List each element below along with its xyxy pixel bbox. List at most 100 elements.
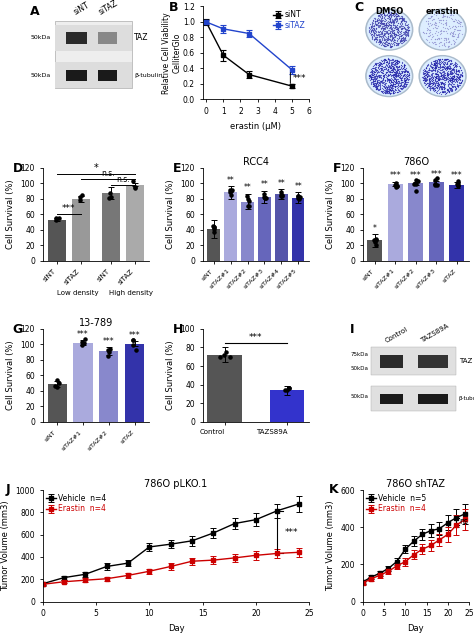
Point [393,13,401,23]
Point [382,88,389,98]
Point [427,81,434,92]
Point [401,33,409,43]
Point [390,63,397,74]
Point [381,41,389,51]
Point [426,63,433,74]
Point [438,61,446,72]
Point [374,58,382,68]
Point [371,16,379,26]
Point [379,74,387,84]
Point [401,15,408,26]
Point [392,81,400,92]
Point [394,56,402,67]
Point [380,35,387,45]
Point [434,13,442,23]
Point [367,22,374,32]
Point [426,74,433,84]
Point [451,58,459,68]
Point [371,26,379,36]
Point [453,72,461,82]
Point [402,35,410,45]
Point [374,75,381,85]
Point [367,29,375,39]
Point [382,36,390,47]
Point [396,61,403,71]
Point [395,68,402,78]
Point [444,79,451,89]
Point [455,17,462,28]
Point [386,69,394,79]
Point [398,67,406,77]
Point [454,68,462,79]
Point [378,65,385,76]
Point [451,24,458,34]
Point [422,63,430,73]
Point [447,86,455,97]
Point [448,81,456,91]
Point [395,14,402,24]
Point [378,26,386,36]
Point [394,39,402,49]
Point [381,81,388,91]
Point [369,70,377,81]
Point [447,9,455,19]
Point [428,85,436,95]
Point [455,31,462,41]
Point [389,57,397,67]
Point [424,24,431,34]
Point [375,22,383,33]
Point [390,86,397,97]
Point [388,58,396,68]
Point [445,21,452,31]
Point [433,69,440,79]
Point [371,28,378,38]
Point [433,83,440,93]
Point [447,12,455,22]
Point [425,75,432,85]
Point [439,82,447,92]
Point [394,28,402,38]
Point [393,67,401,77]
Point [392,72,400,83]
Point [448,64,456,74]
Point [435,58,443,68]
Point [452,29,459,39]
Point [377,17,384,27]
Point [446,74,454,84]
Point [384,26,392,36]
Point [387,73,394,83]
Point [387,29,394,40]
Point [447,27,455,37]
Point [385,74,393,84]
Point [375,61,383,71]
Point [443,54,450,64]
Point [398,33,406,43]
Point [441,17,448,28]
Point [444,64,451,74]
Point [439,77,447,88]
Point [385,7,392,17]
Point [378,80,385,90]
Point [388,77,395,87]
Point [365,25,373,35]
Point [375,78,383,88]
Point [378,35,385,45]
Point [386,14,393,24]
Point [454,29,462,39]
Point [389,88,397,99]
Point [381,20,388,31]
Point [452,83,459,93]
Point [451,81,459,91]
Point [448,74,456,84]
Point [392,78,400,88]
Point [129,335,137,346]
Point [401,28,408,38]
Point [430,81,438,91]
Point [378,27,386,37]
Point [400,70,407,80]
Bar [224,193,237,260]
Point [402,20,410,31]
Point [424,16,432,26]
Point [431,57,439,67]
Point [402,27,410,37]
